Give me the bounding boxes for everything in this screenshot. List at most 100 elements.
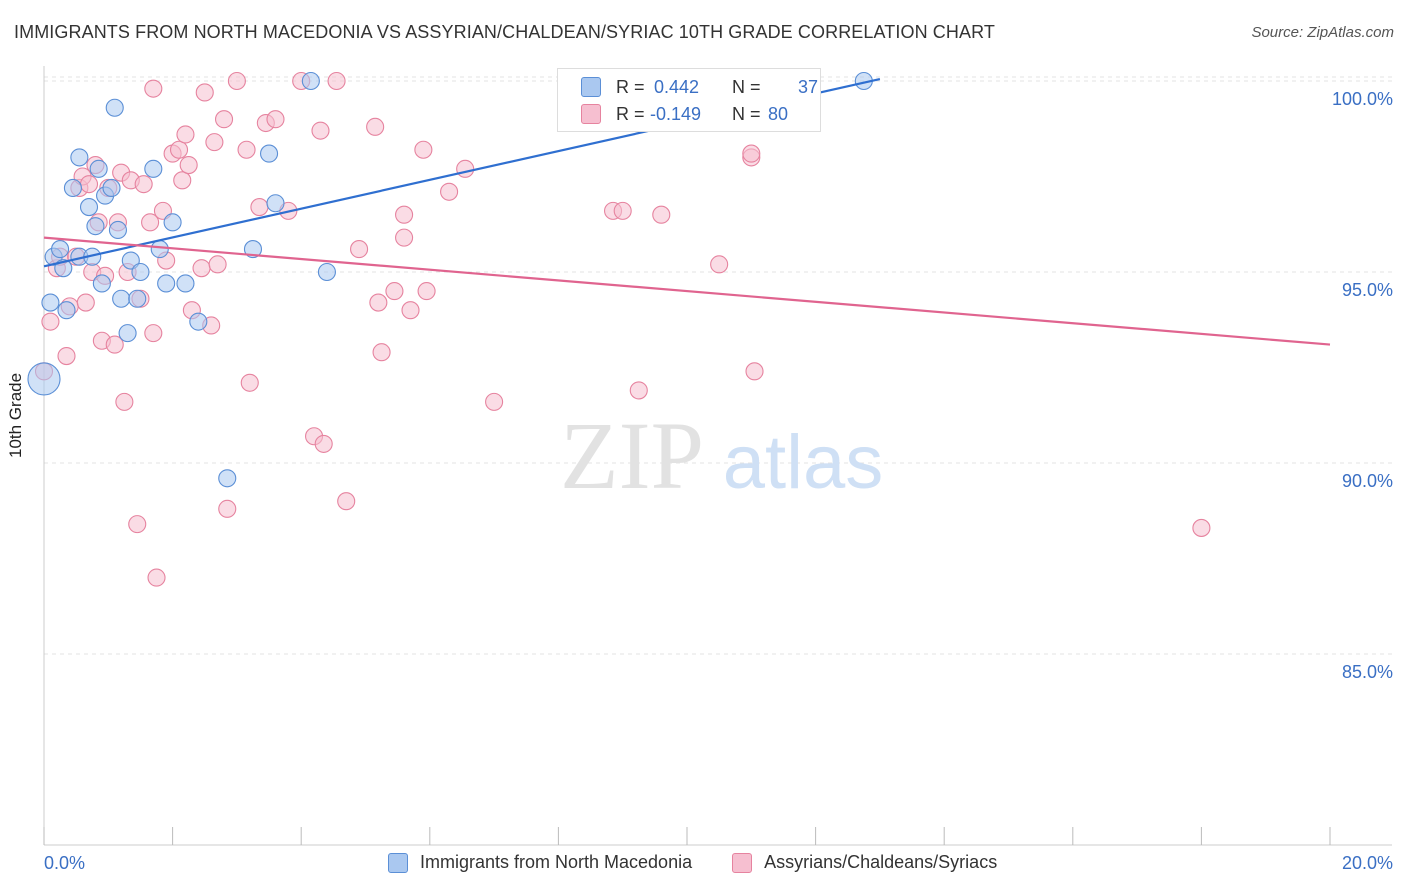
y-tick-label: 90.0%: [1342, 471, 1393, 491]
bottom-legend: Immigrants from North Macedonia Assyrian…: [388, 852, 1037, 873]
blue-point: [150, 240, 169, 259]
pink-point: [41, 312, 60, 331]
pink-n-value: 80: [768, 103, 789, 124]
pink-point: [440, 182, 459, 201]
blue-point: [86, 217, 105, 236]
pink-point: [350, 240, 369, 259]
blue-point: [57, 301, 76, 320]
pink-point: [169, 140, 189, 159]
pink-point: [214, 110, 234, 129]
x-tick-label: 20.0%: [1342, 853, 1393, 873]
blue-point: [317, 262, 336, 282]
blue-point: [102, 178, 121, 198]
x-tick-label: 0.0%: [44, 853, 85, 873]
blue-point: [131, 262, 150, 282]
watermark: ZIP atlas: [560, 402, 883, 509]
gridlines: [44, 76, 1392, 655]
pink-point: [173, 171, 192, 190]
pink-point: [134, 175, 153, 194]
n-label: N =: [732, 76, 761, 97]
n-label: N =: [732, 103, 761, 124]
blue-point: [128, 289, 147, 308]
pink-point: [401, 301, 420, 320]
tick-labels: 85.0% 90.0% 95.0% 100.0% 0.0% 20.0%: [44, 89, 1393, 873]
pink-point: [652, 205, 671, 224]
pink-point: [144, 79, 163, 98]
blue-point: [112, 289, 131, 308]
pink-point: [76, 293, 95, 312]
blue-swatch: [388, 852, 408, 873]
watermark-atlas: atlas: [723, 420, 884, 505]
pink-point: [57, 346, 76, 366]
blue-point: [108, 220, 127, 240]
watermark-zip: ZIP: [560, 402, 704, 509]
pink-swatch: [581, 104, 601, 124]
pink-point: [372, 343, 391, 362]
pink-point: [144, 324, 163, 343]
pink-point: [613, 201, 632, 220]
pink-point: [250, 198, 269, 217]
pink-point: [205, 133, 224, 152]
blue-point: [189, 312, 208, 331]
legend-label-pink: Assyrians/Chaldeans/Syriacs: [764, 852, 998, 872]
blue-point: [70, 148, 89, 167]
pink-swatch: [732, 852, 753, 873]
blue-point: [144, 159, 163, 178]
blue-r-value: 0.442: [654, 76, 700, 97]
axes: [43, 66, 1392, 846]
blue-point: [259, 144, 279, 163]
pink-trend-line: [43, 236, 1331, 346]
pink-point: [456, 159, 475, 178]
legend-item-pink[interactable]: Assyrians/Chaldeans/Syriacs: [732, 852, 997, 873]
pink-point: [417, 282, 436, 301]
legend-item-blue[interactable]: Immigrants from North Macedonia: [388, 852, 692, 873]
blue-point: [79, 198, 99, 217]
blue-point: [157, 274, 176, 293]
source-label: Source: ZipAtlas.com: [1251, 24, 1394, 41]
pink-point: [311, 121, 330, 140]
pink-point: [128, 515, 147, 534]
pink-point: [327, 71, 346, 91]
pink-point: [385, 282, 404, 301]
blue-point: [243, 240, 263, 259]
pink-series-points: [34, 71, 1211, 587]
blue-n-value: 37: [798, 76, 819, 97]
pink-point: [366, 117, 385, 136]
blue-point: [118, 324, 137, 343]
blue-point: [41, 293, 60, 312]
pink-point: [218, 499, 237, 518]
pink-point: [240, 373, 259, 392]
pink-point: [629, 381, 648, 400]
pink-point: [141, 213, 160, 232]
blue-swatch: [581, 77, 601, 97]
pink-point: [208, 255, 227, 274]
pink-point: [395, 205, 414, 224]
chart-title: IMMIGRANTS FROM NORTH MACEDONIA VS ASSYR…: [14, 22, 995, 42]
pink-point: [395, 228, 414, 247]
pink-point: [369, 293, 388, 312]
blue-point: [266, 194, 285, 213]
blue-point: [176, 274, 195, 293]
y-tick-label: 100.0%: [1332, 89, 1393, 109]
pink-point: [227, 71, 246, 91]
y-tick-label: 95.0%: [1342, 280, 1393, 300]
blue-point: [163, 213, 182, 232]
blue-point: [105, 98, 124, 117]
pink-point: [237, 140, 256, 159]
legend-label-blue: Immigrants from North Macedonia: [420, 852, 693, 872]
blue-point: [27, 362, 61, 396]
pink-point: [192, 259, 211, 278]
r-label: R =: [616, 103, 645, 124]
pink-point: [745, 362, 764, 381]
r-label: R =: [616, 76, 645, 97]
pink-point: [179, 155, 198, 175]
pink-point: [742, 144, 761, 163]
pink-point: [337, 492, 356, 511]
pink-point: [147, 568, 166, 587]
pink-point: [115, 392, 134, 411]
pink-point: [710, 255, 729, 274]
pink-point: [1192, 518, 1211, 537]
pink-point: [176, 125, 195, 144]
y-tick-label: 85.0%: [1342, 662, 1393, 682]
